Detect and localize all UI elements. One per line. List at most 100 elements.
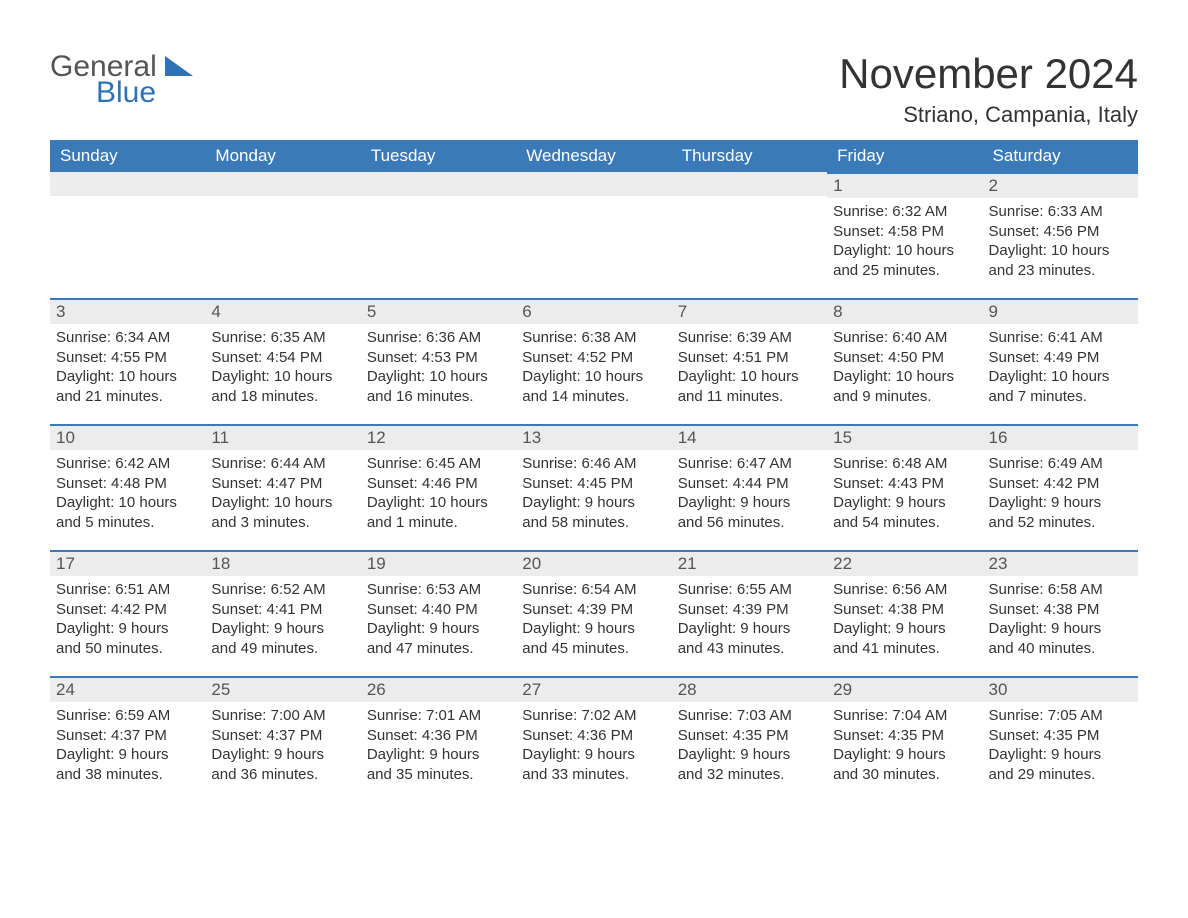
day-details: Sunrise: 6:41 AMSunset: 4:49 PMDaylight:… — [983, 324, 1138, 408]
day-cell: 11Sunrise: 6:44 AMSunset: 4:47 PMDayligh… — [205, 424, 360, 550]
day-sunset: Sunset: 4:48 PM — [56, 474, 199, 494]
day-cell: 27Sunrise: 7:02 AMSunset: 4:36 PMDayligh… — [516, 676, 671, 802]
day-sunset: Sunset: 4:52 PM — [522, 348, 665, 368]
day-details: Sunrise: 7:00 AMSunset: 4:37 PMDaylight:… — [205, 702, 360, 786]
day-sunset: Sunset: 4:44 PM — [678, 474, 821, 494]
day-daylight2: and 30 minutes. — [833, 765, 976, 785]
day-daylight2: and 25 minutes. — [833, 261, 976, 281]
day-number: 23 — [983, 550, 1138, 576]
day-header: Tuesday — [361, 140, 516, 172]
day-cell: 10Sunrise: 6:42 AMSunset: 4:48 PMDayligh… — [50, 424, 205, 550]
day-daylight1: Daylight: 9 hours — [522, 493, 665, 513]
day-sunrise: Sunrise: 6:55 AM — [678, 580, 821, 600]
day-sunrise: Sunrise: 6:59 AM — [56, 706, 199, 726]
day-header: Friday — [827, 140, 982, 172]
day-daylight1: Daylight: 9 hours — [522, 745, 665, 765]
page-header: General Blue November 2024 Striano, Camp… — [50, 50, 1138, 128]
day-daylight1: Daylight: 9 hours — [367, 619, 510, 639]
calendar-cell — [205, 172, 360, 298]
day-daylight2: and 33 minutes. — [522, 765, 665, 785]
day-details: Sunrise: 6:38 AMSunset: 4:52 PMDaylight:… — [516, 324, 671, 408]
day-number: 7 — [672, 298, 827, 324]
calendar-week-row: 24Sunrise: 6:59 AMSunset: 4:37 PMDayligh… — [50, 676, 1138, 802]
day-daylight1: Daylight: 9 hours — [678, 619, 821, 639]
empty-day-bar — [50, 172, 205, 196]
day-cell: 7Sunrise: 6:39 AMSunset: 4:51 PMDaylight… — [672, 298, 827, 424]
day-number: 18 — [205, 550, 360, 576]
day-daylight2: and 29 minutes. — [989, 765, 1132, 785]
day-sunset: Sunset: 4:56 PM — [989, 222, 1132, 242]
day-header: Wednesday — [516, 140, 671, 172]
day-daylight1: Daylight: 9 hours — [56, 745, 199, 765]
day-sunset: Sunset: 4:35 PM — [678, 726, 821, 746]
day-daylight2: and 45 minutes. — [522, 639, 665, 659]
calendar-cell: 24Sunrise: 6:59 AMSunset: 4:37 PMDayligh… — [50, 676, 205, 802]
day-daylight2: and 56 minutes. — [678, 513, 821, 533]
day-sunrise: Sunrise: 7:04 AM — [833, 706, 976, 726]
day-header: Monday — [205, 140, 360, 172]
calendar-cell: 27Sunrise: 7:02 AMSunset: 4:36 PMDayligh… — [516, 676, 671, 802]
day-number: 28 — [672, 676, 827, 702]
day-details: Sunrise: 6:54 AMSunset: 4:39 PMDaylight:… — [516, 576, 671, 660]
calendar-body: 1Sunrise: 6:32 AMSunset: 4:58 PMDaylight… — [50, 172, 1138, 802]
day-sunrise: Sunrise: 6:48 AM — [833, 454, 976, 474]
day-sunrise: Sunrise: 6:36 AM — [367, 328, 510, 348]
day-details: Sunrise: 6:44 AMSunset: 4:47 PMDaylight:… — [205, 450, 360, 534]
day-details: Sunrise: 7:01 AMSunset: 4:36 PMDaylight:… — [361, 702, 516, 786]
day-daylight2: and 5 minutes. — [56, 513, 199, 533]
day-sunrise: Sunrise: 6:41 AM — [989, 328, 1132, 348]
day-sunrise: Sunrise: 6:34 AM — [56, 328, 199, 348]
day-cell: 4Sunrise: 6:35 AMSunset: 4:54 PMDaylight… — [205, 298, 360, 424]
calendar-cell: 17Sunrise: 6:51 AMSunset: 4:42 PMDayligh… — [50, 550, 205, 676]
day-details: Sunrise: 6:47 AMSunset: 4:44 PMDaylight:… — [672, 450, 827, 534]
day-sunset: Sunset: 4:42 PM — [989, 474, 1132, 494]
calendar-cell: 6Sunrise: 6:38 AMSunset: 4:52 PMDaylight… — [516, 298, 671, 424]
day-daylight1: Daylight: 10 hours — [833, 367, 976, 387]
day-cell: 18Sunrise: 6:52 AMSunset: 4:41 PMDayligh… — [205, 550, 360, 676]
empty-day-bar — [516, 172, 671, 196]
day-sunset: Sunset: 4:50 PM — [833, 348, 976, 368]
day-details: Sunrise: 6:58 AMSunset: 4:38 PMDaylight:… — [983, 576, 1138, 660]
day-daylight2: and 7 minutes. — [989, 387, 1132, 407]
day-details: Sunrise: 6:51 AMSunset: 4:42 PMDaylight:… — [50, 576, 205, 660]
day-cell: 19Sunrise: 6:53 AMSunset: 4:40 PMDayligh… — [361, 550, 516, 676]
calendar-cell — [361, 172, 516, 298]
day-sunrise: Sunrise: 6:40 AM — [833, 328, 976, 348]
day-daylight1: Daylight: 9 hours — [678, 745, 821, 765]
day-number: 27 — [516, 676, 671, 702]
day-daylight2: and 52 minutes. — [989, 513, 1132, 533]
day-details: Sunrise: 7:03 AMSunset: 4:35 PMDaylight:… — [672, 702, 827, 786]
calendar-cell: 15Sunrise: 6:48 AMSunset: 4:43 PMDayligh… — [827, 424, 982, 550]
calendar-cell: 11Sunrise: 6:44 AMSunset: 4:47 PMDayligh… — [205, 424, 360, 550]
day-cell: 9Sunrise: 6:41 AMSunset: 4:49 PMDaylight… — [983, 298, 1138, 424]
day-sunset: Sunset: 4:46 PM — [367, 474, 510, 494]
day-number: 30 — [983, 676, 1138, 702]
day-daylight2: and 32 minutes. — [678, 765, 821, 785]
day-sunset: Sunset: 4:49 PM — [989, 348, 1132, 368]
day-daylight1: Daylight: 9 hours — [211, 745, 354, 765]
day-daylight2: and 36 minutes. — [211, 765, 354, 785]
day-details: Sunrise: 6:46 AMSunset: 4:45 PMDaylight:… — [516, 450, 671, 534]
calendar-week-row: 3Sunrise: 6:34 AMSunset: 4:55 PMDaylight… — [50, 298, 1138, 424]
day-details: Sunrise: 6:56 AMSunset: 4:38 PMDaylight:… — [827, 576, 982, 660]
day-details: Sunrise: 6:52 AMSunset: 4:41 PMDaylight:… — [205, 576, 360, 660]
day-daylight1: Daylight: 9 hours — [367, 745, 510, 765]
calendar-week-row: 1Sunrise: 6:32 AMSunset: 4:58 PMDaylight… — [50, 172, 1138, 298]
day-cell: 13Sunrise: 6:46 AMSunset: 4:45 PMDayligh… — [516, 424, 671, 550]
calendar-cell: 5Sunrise: 6:36 AMSunset: 4:53 PMDaylight… — [361, 298, 516, 424]
calendar-cell: 13Sunrise: 6:46 AMSunset: 4:45 PMDayligh… — [516, 424, 671, 550]
day-sunset: Sunset: 4:53 PM — [367, 348, 510, 368]
logo-blue-text: Blue — [96, 77, 193, 109]
day-number: 22 — [827, 550, 982, 576]
day-number: 12 — [361, 424, 516, 450]
day-number: 3 — [50, 298, 205, 324]
day-daylight1: Daylight: 9 hours — [989, 745, 1132, 765]
day-number: 5 — [361, 298, 516, 324]
day-sunset: Sunset: 4:35 PM — [989, 726, 1132, 746]
logo-triangle-icon — [165, 56, 193, 76]
day-number: 14 — [672, 424, 827, 450]
day-number: 17 — [50, 550, 205, 576]
day-daylight1: Daylight: 10 hours — [522, 367, 665, 387]
logo-text: General Blue — [50, 50, 193, 108]
day-cell: 15Sunrise: 6:48 AMSunset: 4:43 PMDayligh… — [827, 424, 982, 550]
